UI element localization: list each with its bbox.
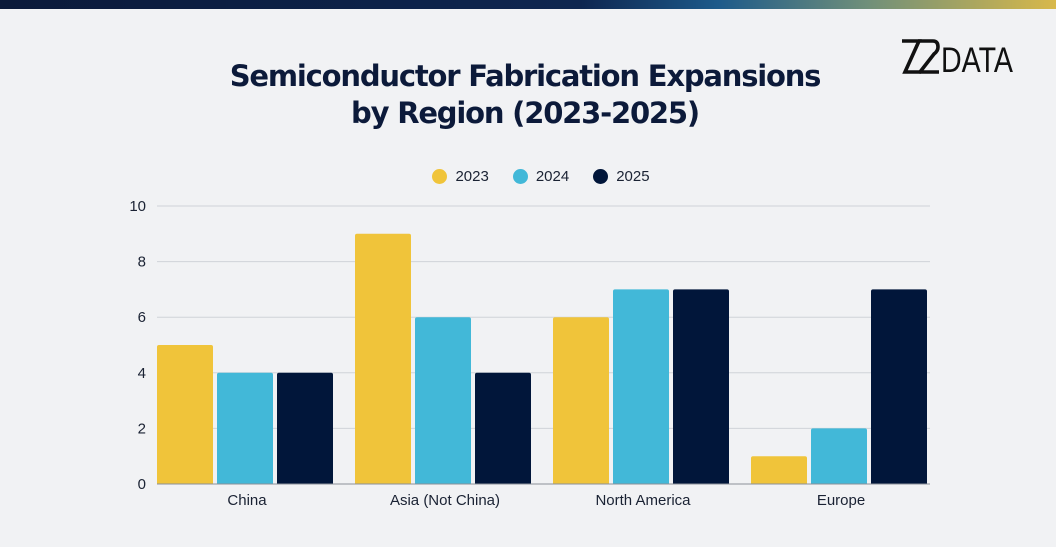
bar-2024-asia-not-china	[415, 317, 471, 484]
bar-2023-asia-not-china	[355, 233, 411, 484]
y-tick-label: 8	[138, 254, 146, 271]
chart-legend: 2023 2024 2025	[0, 168, 1056, 185]
x-tick-label: Asia (Not China)	[390, 492, 500, 509]
x-tick-label: China	[227, 492, 267, 509]
bar-2024-europe	[811, 428, 867, 484]
legend-label-2024: 2024	[535, 168, 570, 185]
bar-2025-north-america	[673, 289, 729, 484]
legend-item-2024: 2024	[512, 168, 570, 185]
chart-title-line-1: Semiconductor Fabrication Expansions	[229, 59, 822, 93]
y-tick-label: 2	[138, 420, 146, 437]
bar-2024-north-america	[613, 289, 669, 484]
logo-text: DATA	[941, 41, 1014, 76]
chart-title-line-2: by Region (2023-2025)	[351, 96, 700, 130]
legend-dot-2025	[593, 169, 609, 184]
top-accent-bar	[0, 0, 1056, 9]
bar-2025-china	[277, 372, 333, 484]
y-tick-label: 4	[138, 365, 146, 382]
legend-item-2025: 2025	[593, 168, 650, 185]
bar-2024-china	[217, 372, 273, 484]
x-tick-label: Europe	[817, 492, 865, 509]
bar-2025-asia-not-china	[475, 372, 531, 484]
y-tick-label: 0	[138, 476, 146, 493]
bar-2025-europe	[871, 289, 927, 484]
bar-2023-europe	[751, 456, 807, 484]
z2data-logo: DATA	[902, 39, 1014, 76]
legend-item-2023: 2023	[432, 168, 489, 185]
chart-title: Semiconductor Fabrication Expansions by …	[0, 58, 1050, 132]
bar-2023-china	[157, 345, 213, 484]
y-tick-label: 10	[129, 198, 146, 215]
y-tick-label: 6	[138, 309, 146, 326]
legend-dot-2024	[512, 169, 528, 184]
legend-dot-2023	[432, 169, 448, 184]
bar-2023-north-america	[553, 317, 609, 484]
legend-label-2025: 2025	[616, 168, 650, 185]
legend-label-2023: 2023	[455, 168, 489, 185]
x-tick-label: North America	[595, 492, 691, 509]
